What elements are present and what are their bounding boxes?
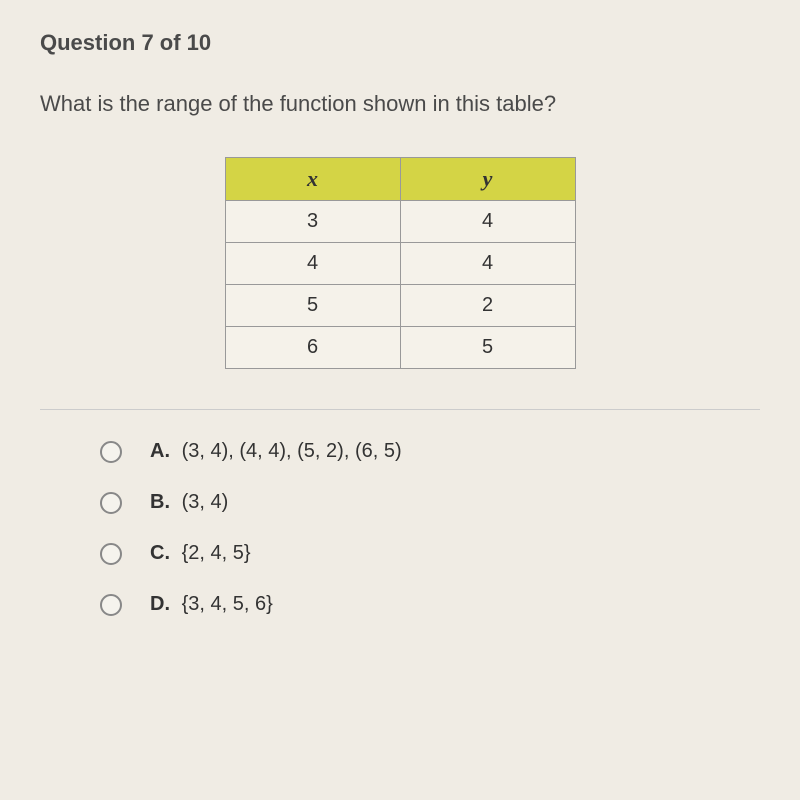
option-label: D. {3, 4, 5, 6} bbox=[150, 593, 273, 616]
function-table: x y 3 4 4 4 5 2 6 5 bbox=[225, 157, 576, 369]
table-cell: 4 bbox=[225, 243, 400, 285]
option-letter: B. bbox=[150, 491, 170, 513]
table-row: 4 4 bbox=[225, 243, 575, 285]
table-cell: 5 bbox=[225, 285, 400, 327]
table-cell: 2 bbox=[400, 285, 575, 327]
table-row: 5 2 bbox=[225, 285, 575, 327]
option-text: {3, 4, 5, 6} bbox=[182, 593, 273, 615]
table-cell: 3 bbox=[225, 201, 400, 243]
question-text: What is the range of the function shown … bbox=[40, 91, 760, 117]
option-label: A. (3, 4), (4, 4), (5, 2), (6, 5) bbox=[150, 440, 402, 463]
option-label: B. (3, 4) bbox=[150, 491, 228, 514]
option-text: (3, 4) bbox=[182, 491, 229, 513]
table-header-x: x bbox=[225, 158, 400, 201]
table-cell: 4 bbox=[400, 201, 575, 243]
radio-icon[interactable] bbox=[100, 543, 122, 565]
table-wrapper: x y 3 4 4 4 5 2 6 5 bbox=[40, 157, 760, 369]
radio-icon[interactable] bbox=[100, 492, 122, 514]
table-cell: 5 bbox=[400, 327, 575, 369]
option-b[interactable]: B. (3, 4) bbox=[100, 491, 760, 514]
option-letter: C. bbox=[150, 542, 170, 564]
option-c[interactable]: C. {2, 4, 5} bbox=[100, 542, 760, 565]
table-row: 3 4 bbox=[225, 201, 575, 243]
options-list: A. (3, 4), (4, 4), (5, 2), (6, 5) B. (3,… bbox=[40, 440, 760, 616]
option-text: {2, 4, 5} bbox=[182, 542, 251, 564]
table-row: 6 5 bbox=[225, 327, 575, 369]
option-label: C. {2, 4, 5} bbox=[150, 542, 251, 565]
option-text: (3, 4), (4, 4), (5, 2), (6, 5) bbox=[182, 440, 402, 462]
radio-icon[interactable] bbox=[100, 594, 122, 616]
option-letter: A. bbox=[150, 440, 170, 462]
table-cell: 6 bbox=[225, 327, 400, 369]
table-header-y: y bbox=[400, 158, 575, 201]
table-cell: 4 bbox=[400, 243, 575, 285]
option-d[interactable]: D. {3, 4, 5, 6} bbox=[100, 593, 760, 616]
radio-icon[interactable] bbox=[100, 441, 122, 463]
option-letter: D. bbox=[150, 593, 170, 615]
divider bbox=[40, 409, 760, 410]
question-number: Question 7 of 10 bbox=[40, 30, 760, 56]
option-a[interactable]: A. (3, 4), (4, 4), (5, 2), (6, 5) bbox=[100, 440, 760, 463]
